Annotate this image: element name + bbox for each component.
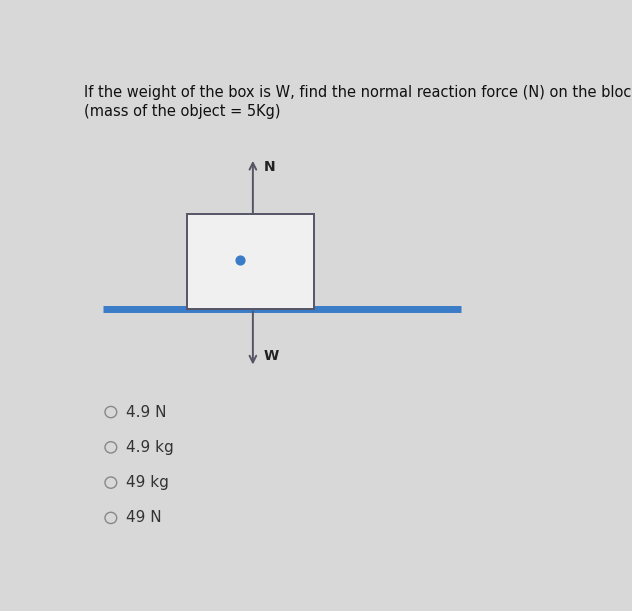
Bar (187, 214, 314, 309)
Text: (mass of the object = 5Kg): (mass of the object = 5Kg) (84, 104, 281, 119)
Circle shape (105, 512, 117, 524)
Text: N: N (264, 160, 276, 174)
Text: 49 kg: 49 kg (126, 475, 168, 490)
Text: If the weight of the box is W, find the normal reaction force (N) on the block s: If the weight of the box is W, find the … (84, 85, 632, 100)
Text: 49 N: 49 N (126, 510, 161, 525)
Circle shape (105, 442, 117, 453)
Text: 4.9 N: 4.9 N (126, 404, 166, 420)
Text: 4.9 kg: 4.9 kg (126, 440, 173, 455)
Text: W: W (264, 349, 279, 364)
Point (235, 255, 245, 265)
Circle shape (105, 477, 117, 488)
Circle shape (105, 406, 117, 418)
